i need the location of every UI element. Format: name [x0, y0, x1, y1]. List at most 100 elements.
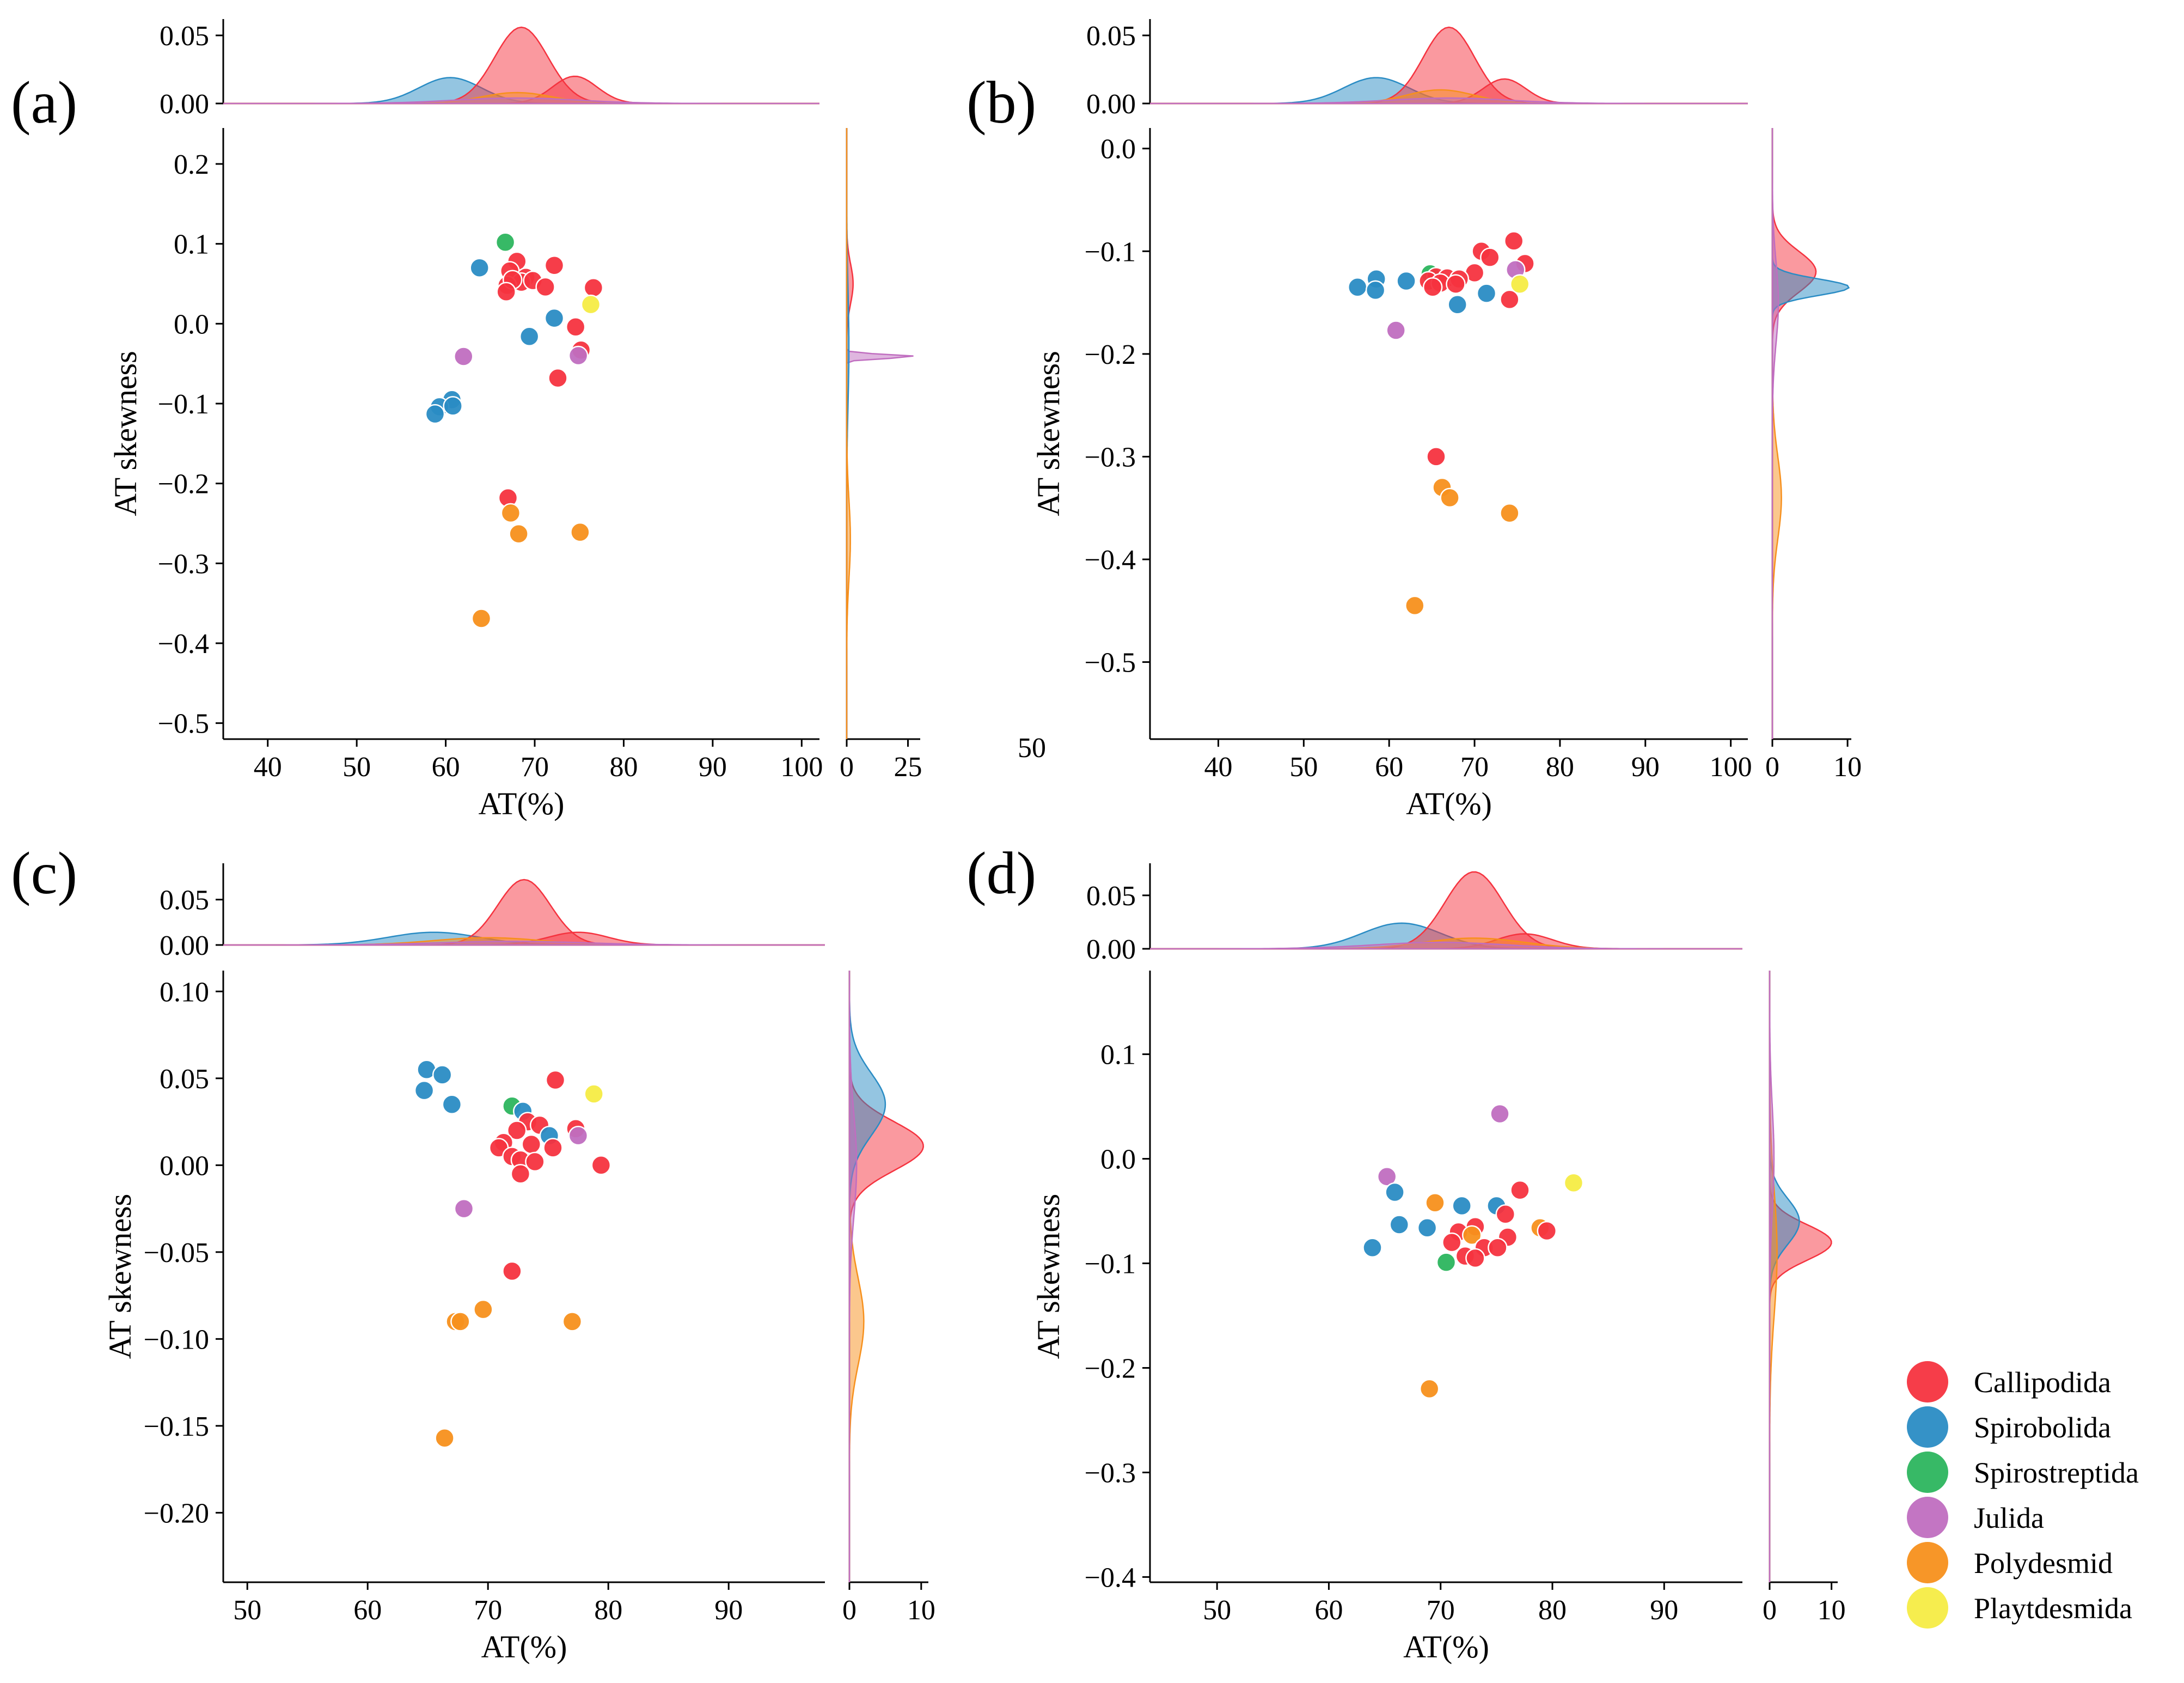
right-density-tick-label: 0 [842, 1595, 857, 1626]
scatter-point-spirostreptida [1436, 1252, 1457, 1272]
right-density-tick-label: 10 [1818, 1595, 1846, 1626]
scatter-point-callipodida [525, 1151, 545, 1172]
top-density-tick-label: 0.05 [160, 885, 209, 916]
y-tick-label: 0.1 [174, 229, 209, 260]
scatter-point-playtdesmida [1563, 1173, 1584, 1193]
top-kde-julida [223, 941, 825, 946]
top-density-tick-label: 0.00 [1086, 89, 1136, 120]
x-axis-label: AT(%) [1406, 786, 1492, 821]
scatter-point-spirobolida [1347, 277, 1368, 297]
x-tick-label: 70 [1460, 752, 1489, 783]
x-tick-label: 80 [594, 1595, 622, 1626]
x-tick-label: 70 [521, 752, 549, 783]
y-tick-label: −0.3 [1085, 1458, 1136, 1489]
scatter-point-spirobolida [432, 1065, 452, 1085]
x-tick-label: 80 [1546, 752, 1574, 783]
scatter-point-polydesmid [1425, 1192, 1445, 1213]
y-tick-label: 0.10 [160, 977, 209, 1008]
x-tick-label: 90 [1631, 752, 1660, 783]
right-kde-polydesmid [846, 128, 851, 739]
legend-marker-playtdesmida [1907, 1587, 1948, 1629]
top-density-tick-label: 0.05 [160, 21, 209, 52]
x-tick-label: 50 [1203, 1595, 1231, 1626]
y-tick-label: −0.3 [158, 548, 209, 580]
scatter-point-polydesmid [473, 1299, 493, 1320]
scatter-point-spirobolida [1452, 1196, 1472, 1216]
scatter-point-callipodida [1510, 1180, 1530, 1200]
scatter-point-julida [454, 346, 474, 367]
top-density-tick-label: 0.00 [160, 89, 209, 120]
y-tick-label: −0.4 [1085, 1562, 1136, 1593]
panels: (a)40 50 60 70 80 90 1000.20.10.0−0.1−0.2−0.3−… [11, 19, 1862, 1664]
scatter-point-spirobolida [1362, 1237, 1382, 1258]
scatter-point-playtdesmida [580, 294, 601, 315]
scatter-point-polydesmid [1405, 595, 1425, 616]
x-axis-label: AT(%) [481, 1629, 567, 1664]
scatter-point-spirobolida [1447, 295, 1467, 315]
y-axis-label: AT skewness [108, 351, 143, 516]
legend-marker-polydesmid [1907, 1542, 1948, 1583]
y-axis-label: AT skewness [1031, 351, 1066, 516]
top-density-tick-label: 0.05 [1086, 21, 1136, 52]
scatter-point-julida [1386, 320, 1406, 340]
y-tick-label: 0.1 [1100, 1040, 1136, 1071]
scatter-point-callipodida [535, 277, 555, 297]
x-axis-label: AT(%) [479, 786, 565, 821]
scatter-point-callipodida [544, 255, 565, 276]
right-kde-julida [1771, 128, 1779, 739]
y-tick-label: −0.4 [158, 629, 209, 660]
scatter-point-callipodida [1537, 1221, 1557, 1241]
scatter-point-julida [1490, 1103, 1510, 1124]
scatter-point-julida [568, 345, 589, 366]
scatter-point-callipodida [506, 1120, 527, 1141]
scatter-point-polydesmid [570, 522, 590, 542]
x-tick-label: 60 [432, 752, 460, 783]
top-kde-julida [223, 97, 819, 105]
x-tick-label: 100 [1710, 752, 1752, 783]
x-tick-label: 90 [714, 1595, 743, 1626]
scatter-point-polydesmid [1500, 503, 1520, 523]
top-kde-julida [1150, 97, 1748, 105]
x-tick-label: 40 [254, 752, 282, 783]
right-density-tick-label: 25 [894, 752, 922, 783]
scatter-point-spirobolida [425, 404, 445, 424]
panel-label: (d) [966, 840, 1036, 906]
scatter-point-spirobolida [1365, 280, 1386, 301]
scatter-point-spirobolida [1396, 271, 1416, 291]
top-density-tick-label: 0.00 [1086, 934, 1136, 965]
legend-marker-spirostreptida [1907, 1452, 1948, 1493]
y-tick-label: 0.00 [160, 1150, 209, 1181]
legend-label: Spirobolida [1974, 1411, 2111, 1444]
scatter-point-polydesmid [471, 608, 492, 629]
y-tick-label: 0.05 [160, 1064, 209, 1095]
x-tick-label: 60 [1314, 1595, 1343, 1626]
scatter-point-callipodida [591, 1155, 611, 1175]
panel-d: (d) 50 60 70 80 90 0.1 0.0 −0.1 −0.2 −0.3 −0.4 AT(%)… [966, 840, 1846, 1664]
y-tick-label: −0.2 [158, 469, 209, 500]
scatter-point-callipodida [548, 368, 568, 388]
scatter-point-polydesmid [1419, 1379, 1440, 1399]
y-tick-label: −0.5 [158, 709, 209, 740]
legend-label: Polydesmid [1974, 1547, 2113, 1580]
scatter-point-callipodida [510, 1164, 531, 1184]
y-tick-label: −0.4 [1085, 545, 1136, 576]
y-tick-label: −0.5 [1085, 648, 1136, 679]
scatter-point-julida [568, 1125, 589, 1146]
y-tick-label: −0.2 [1085, 1353, 1136, 1384]
panel-label: (a) [11, 69, 77, 136]
scatter-point-callipodida [543, 1138, 563, 1158]
scatter-point-callipodida [583, 278, 604, 298]
panel-a: (a) 40 50 60 70 80 90 100 0.2 0.1 0.0 −0.1 −0.2 −0.3 −… [11, 19, 922, 821]
x-tick-label: 50 [342, 752, 371, 783]
scatter-point-spirobolida [443, 396, 463, 416]
legend-label: Playtdesmida [1974, 1592, 2132, 1625]
legend-marker-callipodida [1907, 1361, 1948, 1402]
scatter-point-polydesmid [435, 1428, 455, 1448]
y-tick-label: −0.1 [158, 389, 209, 420]
y-axis-label: AT skewness [102, 1194, 138, 1359]
scatter-point-callipodida [1465, 1248, 1485, 1269]
scatter-point-polydesmid [1440, 487, 1460, 508]
x-tick-label: 80 [1538, 1595, 1567, 1626]
panel-c: (c) 50 60 70 80 90 0.10 0.05 0.00 −0.05 −0.10 −0.15… [11, 840, 935, 1664]
right-density-tick-label: 0 [840, 752, 854, 783]
